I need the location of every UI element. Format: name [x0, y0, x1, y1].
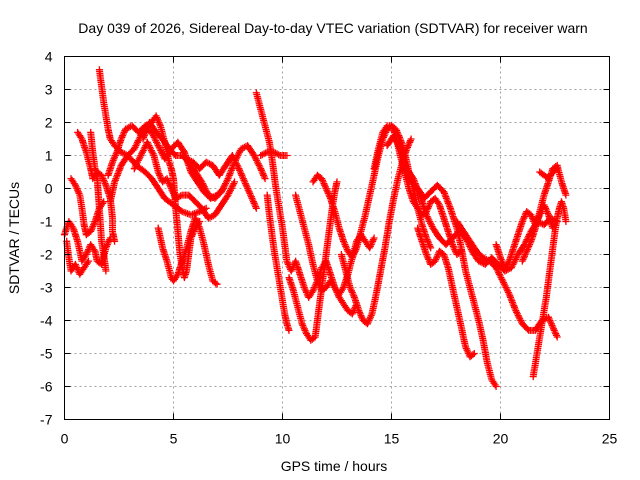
plus-markers: [263, 191, 293, 334]
y-tick-label: -7: [40, 412, 53, 428]
plus-markers: [257, 148, 291, 159]
plus-markers: [536, 165, 561, 183]
y-tick-label: 0: [45, 181, 53, 197]
plus-markers: [95, 66, 210, 219]
y-tick-label: -1: [40, 214, 53, 230]
plus-markers: [337, 135, 415, 328]
plus-markers: [383, 132, 561, 275]
x-tick-label: 0: [61, 431, 69, 447]
x-axis-label: GPS time / hours: [281, 458, 388, 474]
series-trace-21: [383, 132, 561, 275]
x-tick-label: 5: [170, 431, 178, 447]
plus-markers: [154, 214, 221, 288]
chart-title: Day 039 of 2026, Sidereal Day-to-day VTE…: [78, 20, 587, 36]
series-trace-12: [183, 152, 260, 212]
plus-markers: [183, 152, 260, 212]
plus-markers: [529, 198, 570, 381]
series-trace-22: [401, 165, 500, 390]
x-tick-label: 25: [602, 431, 618, 447]
series-trace-28: [536, 165, 561, 183]
plus-markers: [401, 165, 500, 390]
y-tick-label: -2: [40, 247, 53, 263]
x-tick-labels: 0 5 10 15 20 25: [61, 56, 618, 447]
plus-markers: [453, 218, 561, 341]
y-tick-labels: -7 -6 -5 -4 -3 -2 -1 0 1 2 3 4: [40, 49, 610, 428]
y-tick-label: 1: [45, 148, 53, 164]
series-trace-9: [130, 138, 238, 222]
series-trace-6: [95, 66, 210, 219]
x-tick-label: 20: [493, 431, 509, 447]
series-trace-14: [257, 148, 291, 159]
data-markers: [61, 66, 570, 390]
plot-frame: [64, 56, 610, 420]
y-tick-label: -3: [40, 280, 53, 296]
x-tick-label: 10: [275, 431, 291, 447]
plus-markers: [414, 224, 478, 361]
y-tick-label: 3: [45, 82, 53, 98]
y-tick-label: 2: [45, 115, 53, 131]
y-tick-label: -4: [40, 313, 53, 329]
plus-markers: [87, 128, 110, 275]
series-trace-19: [337, 135, 415, 328]
series-trace-5: [87, 128, 110, 275]
series-trace-23: [414, 224, 478, 361]
y-tick-label: -6: [40, 379, 53, 395]
series-trace-15: [263, 191, 293, 334]
series-trace-24: [453, 218, 561, 341]
plus-markers: [130, 138, 238, 222]
y-tick-label: 4: [45, 49, 53, 65]
y-tick-label: -5: [40, 346, 53, 362]
series-trace-11: [154, 214, 221, 288]
x-tick-label: 15: [384, 431, 400, 447]
y-axis-label: SDTVAR / TECUs: [6, 182, 22, 294]
series-trace-27: [529, 198, 570, 381]
